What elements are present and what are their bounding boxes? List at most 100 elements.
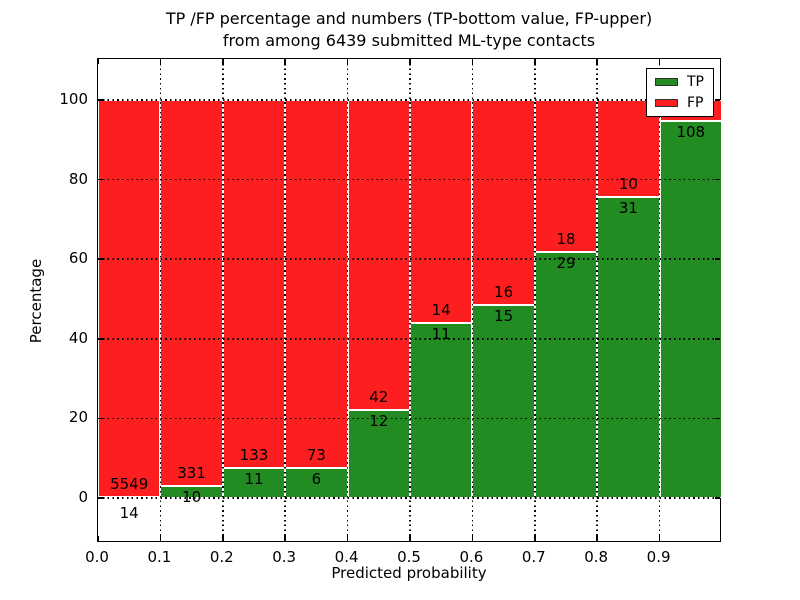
chart-title-line-1: TP /FP percentage and numbers (TP-bottom… xyxy=(165,9,653,28)
y-tick-mark xyxy=(715,338,720,340)
y-axis-label: Percentage xyxy=(27,258,45,344)
x-gridline xyxy=(658,59,661,541)
tp-count-label: 108 xyxy=(676,123,706,142)
legend-item-fp: FP xyxy=(655,96,704,110)
x-tick-mark xyxy=(409,536,411,541)
tp-bar-segment xyxy=(347,409,410,499)
tp-count-label: 6 xyxy=(311,469,322,488)
x-tick-mark xyxy=(222,536,224,541)
x-tick-mark xyxy=(159,59,162,64)
tp-count-label: 15 xyxy=(494,307,514,326)
tp-legend-swatch xyxy=(655,78,678,86)
fp-count-label: 133 xyxy=(239,445,269,464)
y-tick-mark xyxy=(98,178,103,181)
tp-count-label: 12 xyxy=(369,411,389,430)
x-tick-label: 0.2 xyxy=(209,548,234,566)
y-tick-mark xyxy=(98,99,103,101)
x-tick-mark xyxy=(658,59,661,64)
x-gridline xyxy=(284,59,286,541)
fp-count-label: 14 xyxy=(431,300,451,319)
x-tick-mark xyxy=(596,536,598,541)
legend-item-tp: TP xyxy=(655,75,704,89)
y-gridline xyxy=(98,338,720,340)
fp-count-label: 73 xyxy=(306,445,326,464)
x-tick-mark xyxy=(346,536,349,541)
fp-bar-segment xyxy=(98,99,161,498)
x-tick-mark xyxy=(409,59,411,64)
x-tick-mark xyxy=(658,536,661,541)
x-axis-label: Predicted probability xyxy=(331,564,487,582)
y-tick-mark xyxy=(715,497,720,499)
fp-count-label: 5549 xyxy=(110,475,149,494)
fp-count-label: 18 xyxy=(556,230,576,249)
x-gridline xyxy=(534,59,536,541)
x-gridline xyxy=(409,59,411,541)
x-tick-mark xyxy=(97,536,99,541)
y-tick-mark xyxy=(98,417,103,420)
x-tick-label: 0.1 xyxy=(147,548,172,566)
y-tick-label: 60 xyxy=(68,249,88,268)
x-tick-label: 0.9 xyxy=(646,548,671,566)
y-tick-label: 100 xyxy=(59,89,88,108)
fp-bar-segment xyxy=(472,99,535,306)
tp-bar-segment xyxy=(222,467,286,499)
tp-bar-segment xyxy=(472,305,535,498)
tp-count-label: 29 xyxy=(556,254,576,273)
x-tick-label: 0.7 xyxy=(521,548,546,566)
x-tick-mark xyxy=(471,59,474,64)
y-tick-label: 0 xyxy=(78,488,88,507)
x-tick-mark xyxy=(471,536,474,541)
x-tick-mark xyxy=(284,536,286,541)
fp-bar-segment xyxy=(160,99,223,487)
x-tick-mark xyxy=(97,59,99,64)
y-tick-mark xyxy=(715,417,720,420)
y-gridline xyxy=(98,99,720,101)
tp-legend-label: TP xyxy=(687,74,704,90)
x-tick-label: 0.4 xyxy=(334,548,359,566)
x-tick-mark xyxy=(596,59,598,64)
fp-bar-segment xyxy=(534,99,598,253)
x-tick-mark xyxy=(534,59,536,64)
tp-count-label: 10 xyxy=(182,488,202,507)
x-gridline xyxy=(159,59,162,541)
tp-bar-segment xyxy=(597,197,660,498)
y-tick-mark xyxy=(98,258,103,260)
tp-count-label: 11 xyxy=(244,469,264,488)
fp-bar-segment xyxy=(347,99,410,410)
y-tick-label: 80 xyxy=(68,169,88,188)
x-tick-label: 0.5 xyxy=(397,548,421,566)
fp-bar-segment xyxy=(222,99,286,468)
tp-bar-segment xyxy=(410,322,473,499)
x-tick-label: 0.8 xyxy=(584,548,609,566)
fp-count-label: 16 xyxy=(494,283,514,302)
x-tick-mark xyxy=(534,536,536,541)
y-gridline xyxy=(98,497,720,499)
tp-count-label: 11 xyxy=(431,324,451,343)
y-tick-mark xyxy=(715,258,720,260)
y-tick-mark xyxy=(715,178,720,181)
x-tick-label: 0.0 xyxy=(85,548,109,566)
fp-count-label: 10 xyxy=(618,175,638,194)
y-tick-mark xyxy=(98,338,103,340)
tp-bar-segment xyxy=(534,252,598,499)
plot-area: 5549 14 331 10 133 11 73 6 42 12 14 11 16 15 18 29 10 31 1… xyxy=(97,58,722,542)
y-tick-mark xyxy=(98,497,103,499)
x-tick-label: 0.3 xyxy=(272,548,297,566)
x-gridline xyxy=(596,59,598,541)
y-gridline xyxy=(98,417,720,420)
x-gridline xyxy=(222,59,224,541)
fp-count-label: 331 xyxy=(177,464,206,483)
tp-bar-segment xyxy=(659,121,722,498)
tp-count-label: 31 xyxy=(618,199,638,218)
y-tick-label: 20 xyxy=(68,408,88,427)
y-gridline xyxy=(98,258,720,260)
chart-title-line-2: from among 6439 submitted ML-type contac… xyxy=(222,31,596,50)
fp-legend-label: FP xyxy=(687,95,704,111)
x-gridline xyxy=(346,59,349,541)
x-tick-mark xyxy=(222,59,224,64)
x-tick-mark xyxy=(284,59,286,64)
fp-bar-segment xyxy=(410,99,473,323)
x-tick-mark xyxy=(159,536,162,541)
y-tick-label: 40 xyxy=(68,328,88,347)
